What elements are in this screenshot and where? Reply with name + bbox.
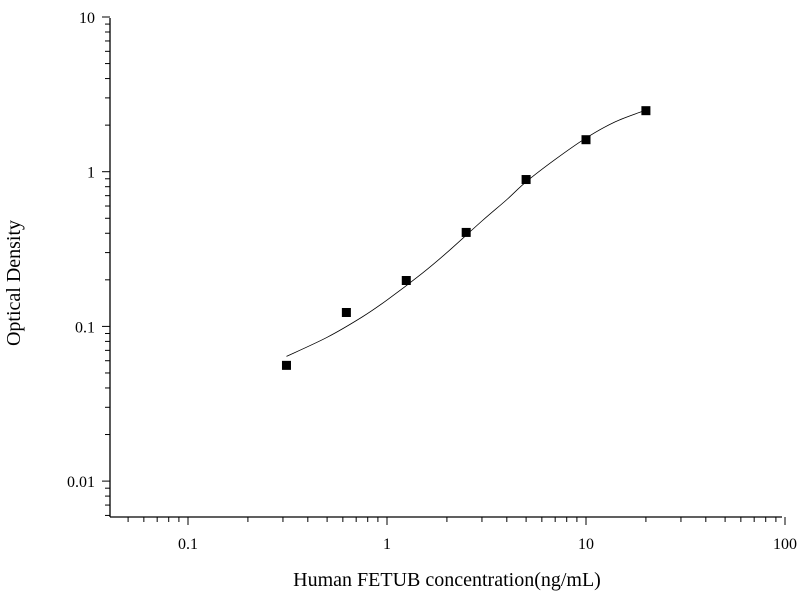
data-points-layer (281, 106, 651, 370)
data-point-marker (521, 175, 531, 185)
data-point-marker (641, 106, 651, 116)
x-tick-label: 10 (578, 536, 594, 553)
y-tick-label: 10 (79, 10, 95, 27)
x-tick-label: 0.1 (178, 536, 198, 553)
data-point-marker (281, 360, 291, 370)
data-point-marker (341, 307, 351, 317)
y-tick-label: 1 (87, 165, 95, 182)
data-point-marker (581, 135, 591, 145)
data-point-marker (401, 276, 411, 286)
x-tick-label: 1 (383, 536, 391, 553)
y-tick-label: 0.01 (67, 474, 95, 491)
y-tick-label: 0.1 (75, 319, 95, 336)
x-axis-label: Human FETUB concentration(ng/mL) (293, 569, 601, 591)
x-ticks: 0.1 1 10 100 (127, 517, 797, 553)
y-axis-label: Optical Density (3, 220, 25, 346)
axes (109, 18, 782, 518)
x-tick-label: 100 (773, 536, 797, 553)
y-ticks: 0.01 0.1 1 10 (67, 10, 110, 516)
data-point-marker (461, 227, 471, 237)
